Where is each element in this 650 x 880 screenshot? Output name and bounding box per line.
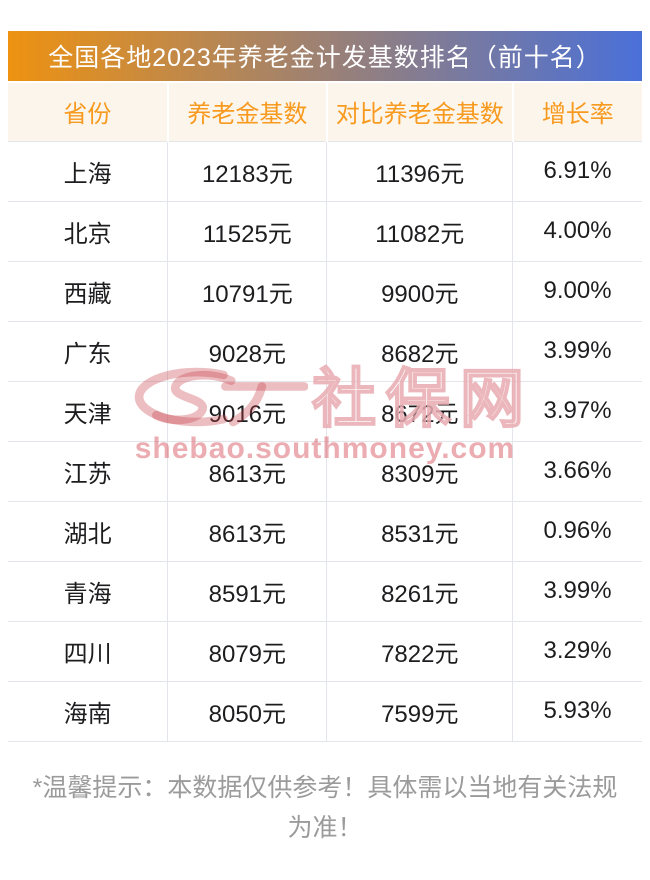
cell-province: 青海	[8, 560, 169, 622]
cell-province: 天津	[8, 380, 169, 442]
cell-growth-rate: 3.29%	[512, 620, 642, 682]
table-row: 青海 8591元 8261元 3.99%	[8, 560, 642, 622]
cell-compare-base: 11082元	[326, 200, 514, 262]
cell-pension-base: 8050元	[167, 680, 328, 742]
cell-pension-base: 8079元	[167, 620, 328, 682]
table-row: 上海 12183元 11396元 6.91%	[8, 140, 642, 202]
table-row: 湖北 8613元 8531元 0.96%	[8, 500, 642, 562]
pension-ranking-table: 省份 养老金基数 对比养老金基数 增长率 上海 12183元 11396元 6.…	[8, 83, 642, 742]
column-header-compare-base: 对比养老金基数	[326, 83, 514, 141]
cell-growth-rate: 3.99%	[512, 560, 642, 622]
cell-pension-base: 11525元	[167, 200, 328, 262]
cell-growth-rate: 3.97%	[512, 380, 642, 442]
cell-pension-base: 8591元	[167, 560, 328, 622]
cell-pension-base: 10791元	[167, 260, 328, 322]
cell-pension-base: 9028元	[167, 320, 328, 382]
cell-growth-rate: 6.91%	[512, 140, 642, 202]
table-row: 海南 8050元 7599元 5.93%	[8, 680, 642, 742]
cell-pension-base: 12183元	[167, 140, 328, 202]
cell-compare-base: 8261元	[326, 560, 514, 622]
cell-compare-base: 9900元	[326, 260, 514, 322]
header-row: 省份 养老金基数 对比养老金基数 增长率	[8, 83, 642, 141]
cell-compare-base: 7822元	[326, 620, 514, 682]
cell-province: 广东	[8, 320, 169, 382]
cell-pension-base: 9016元	[167, 380, 328, 442]
cell-growth-rate: 9.00%	[512, 260, 642, 322]
table-header: 省份 养老金基数 对比养老金基数 增长率	[8, 83, 642, 141]
page-title: 全国各地2023年养老金计发基数排名（前十名）	[48, 44, 602, 72]
disclaimer-note: *温馨提示：本数据仅供参考！具体需以当地有关法规为准！	[32, 773, 618, 842]
cell-province: 湖北	[8, 500, 169, 562]
table-row: 广东 9028元 8682元 3.99%	[8, 320, 642, 382]
cell-compare-base: 8672元	[326, 380, 514, 442]
column-header-growth-rate: 增长率	[512, 83, 642, 141]
cell-compare-base: 7599元	[326, 680, 514, 742]
cell-pension-base: 8613元	[167, 440, 328, 502]
table-row: 四川 8079元 7822元 3.29%	[8, 620, 642, 682]
cell-growth-rate: 3.99%	[512, 320, 642, 382]
cell-growth-rate: 3.66%	[512, 440, 642, 502]
table-row: 北京 11525元 11082元 4.00%	[8, 200, 642, 262]
column-header-province: 省份	[8, 83, 169, 141]
cell-compare-base: 8531元	[326, 500, 514, 562]
cell-growth-rate: 5.93%	[512, 680, 642, 742]
cell-province: 海南	[8, 680, 169, 742]
cell-province: 西藏	[8, 260, 169, 322]
cell-pension-base: 8613元	[167, 500, 328, 562]
column-header-pension-base: 养老金基数	[167, 83, 328, 141]
cell-province: 四川	[8, 620, 169, 682]
cell-province: 北京	[8, 200, 169, 262]
title-bar: 全国各地2023年养老金计发基数排名（前十名）	[8, 31, 642, 81]
cell-growth-rate: 0.96%	[512, 500, 642, 562]
cell-compare-base: 8682元	[326, 320, 514, 382]
table-body: 上海 12183元 11396元 6.91% 北京 11525元 11082元 …	[8, 140, 642, 742]
cell-compare-base: 8309元	[326, 440, 514, 502]
cell-province: 上海	[8, 140, 169, 202]
cell-compare-base: 11396元	[326, 140, 514, 202]
cell-growth-rate: 4.00%	[512, 200, 642, 262]
cell-province: 江苏	[8, 440, 169, 502]
content-area: 全国各地2023年养老金计发基数排名（前十名） 省份 养老金基数 对比养老金基数…	[8, 31, 642, 842]
table-row: 西藏 10791元 9900元 9.00%	[8, 260, 642, 322]
table-row: 江苏 8613元 8309元 3.66%	[8, 440, 642, 502]
table-row: 天津 9016元 8672元 3.97%	[8, 380, 642, 442]
